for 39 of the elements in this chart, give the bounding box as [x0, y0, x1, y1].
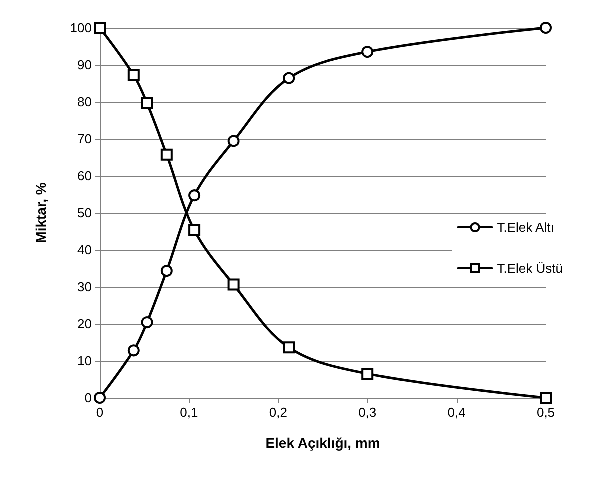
point — [160, 265, 173, 278]
legend-label: T.Elek Altı — [497, 220, 554, 235]
point — [94, 22, 106, 34]
y-tick-label: 70 — [78, 132, 92, 146]
y-tick-label: 80 — [78, 94, 92, 110]
point — [283, 72, 296, 84]
point — [141, 97, 154, 110]
x-tick-label: 0,1 — [180, 405, 198, 420]
x-axis-title: Elek Açıklığı, mm — [266, 435, 380, 451]
point — [228, 278, 240, 291]
point — [141, 316, 154, 329]
y-tick-label: 30 — [78, 280, 92, 294]
y-tick-label: 60 — [78, 168, 92, 184]
y-tick-label: 90 — [78, 58, 92, 72]
point — [188, 190, 201, 202]
point — [94, 392, 106, 404]
point — [128, 344, 140, 357]
x-tick-label: 0,4 — [448, 405, 466, 420]
point — [228, 135, 240, 148]
x-tick-label: 0 — [96, 405, 104, 420]
x-tick-label: 0,2 — [269, 405, 288, 420]
y-tick-label: 50 — [78, 206, 92, 220]
point — [160, 148, 173, 161]
point — [283, 342, 296, 354]
y-tick-label: 40 — [78, 242, 92, 258]
point — [540, 22, 552, 34]
point — [362, 368, 374, 380]
point — [362, 46, 374, 58]
x-tick-label: 0,3 — [358, 405, 377, 420]
y-tick-label: 10 — [78, 354, 92, 368]
point — [128, 69, 140, 82]
legend-label: T.Elek Üstü — [497, 261, 564, 276]
y-tick-label: 20 — [78, 316, 92, 332]
point — [188, 224, 201, 236]
y-axis-title: Miktar, % — [33, 182, 49, 244]
point — [540, 392, 552, 404]
y-tick-label: 100 — [70, 20, 92, 36]
x-tick-label: 0,5 — [536, 405, 556, 420]
y-tick-label: 0 — [84, 390, 92, 406]
